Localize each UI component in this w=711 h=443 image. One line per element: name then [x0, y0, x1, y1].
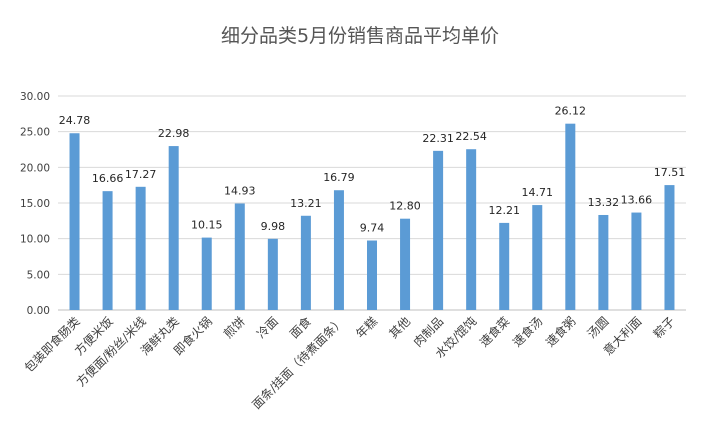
bar	[234, 203, 245, 310]
y-tick-label: 20.00	[20, 162, 50, 174]
data-label: 13.32	[588, 196, 620, 209]
data-label: 9.74	[360, 222, 385, 235]
bar	[499, 222, 510, 310]
bar	[400, 218, 411, 310]
y-axis: 0.00 5.00 10.00 15.00 20.00 25.00 30.00	[20, 91, 50, 317]
data-label: 17.27	[125, 168, 157, 181]
data-label: 22.98	[158, 127, 190, 140]
y-tick-label: 15.00	[20, 198, 50, 210]
x-tick-label: 速食汤	[509, 314, 545, 350]
y-tick-label: 0.00	[27, 305, 50, 317]
bar	[466, 149, 477, 310]
data-label: 13.66	[621, 194, 653, 207]
bar	[631, 212, 642, 310]
data-label: 24.78	[59, 114, 91, 127]
bar	[598, 214, 609, 310]
y-tick-label: 30.00	[20, 91, 50, 103]
data-label: 22.54	[455, 130, 487, 143]
data-label: 22.31	[422, 132, 454, 145]
data-label: 10.15	[191, 219, 223, 232]
x-tick-label: 速食菜	[476, 314, 512, 350]
gridlines	[58, 95, 686, 311]
data-label: 13.21	[290, 197, 322, 210]
bar	[168, 146, 179, 310]
x-tick-label: 年糕	[353, 314, 380, 341]
bar	[532, 205, 543, 310]
bar	[201, 237, 212, 310]
bars	[69, 123, 675, 310]
data-label: 16.66	[92, 172, 124, 185]
data-label: 17.51	[654, 166, 686, 179]
data-label: 9.98	[261, 220, 286, 233]
bar	[267, 238, 278, 310]
x-tick-label: 速食粥	[542, 314, 578, 350]
data-label: 14.71	[522, 186, 554, 199]
data-label: 16.79	[323, 171, 355, 184]
x-tick-label: 其他	[386, 314, 413, 341]
x-tick-label: 冷面	[254, 314, 281, 341]
y-tick-label: 5.00	[27, 269, 50, 281]
y-tick-label: 25.00	[20, 127, 50, 139]
bar	[135, 186, 146, 310]
data-label: 26.12	[555, 105, 587, 118]
data-label: 12.21	[488, 204, 520, 217]
y-tick-label: 10.00	[20, 234, 50, 246]
bar	[333, 190, 344, 310]
x-tick-label: 粽子	[650, 314, 678, 342]
bar	[300, 215, 311, 310]
bar	[565, 123, 576, 310]
bar	[102, 191, 113, 310]
x-tick-label: 包装即食肠类	[21, 314, 83, 376]
data-label: 12.80	[389, 200, 421, 213]
x-tick-label: 煎饼	[220, 314, 248, 342]
x-tick-label: 面食	[286, 314, 314, 342]
x-tick-label: 汤圆	[585, 314, 612, 341]
bar	[664, 185, 675, 310]
chart-title: 细分品类5月份销售商品平均单价	[221, 25, 499, 47]
bar	[367, 240, 377, 310]
data-label: 14.93	[224, 184, 256, 197]
bar	[69, 133, 80, 310]
bar	[433, 150, 444, 310]
